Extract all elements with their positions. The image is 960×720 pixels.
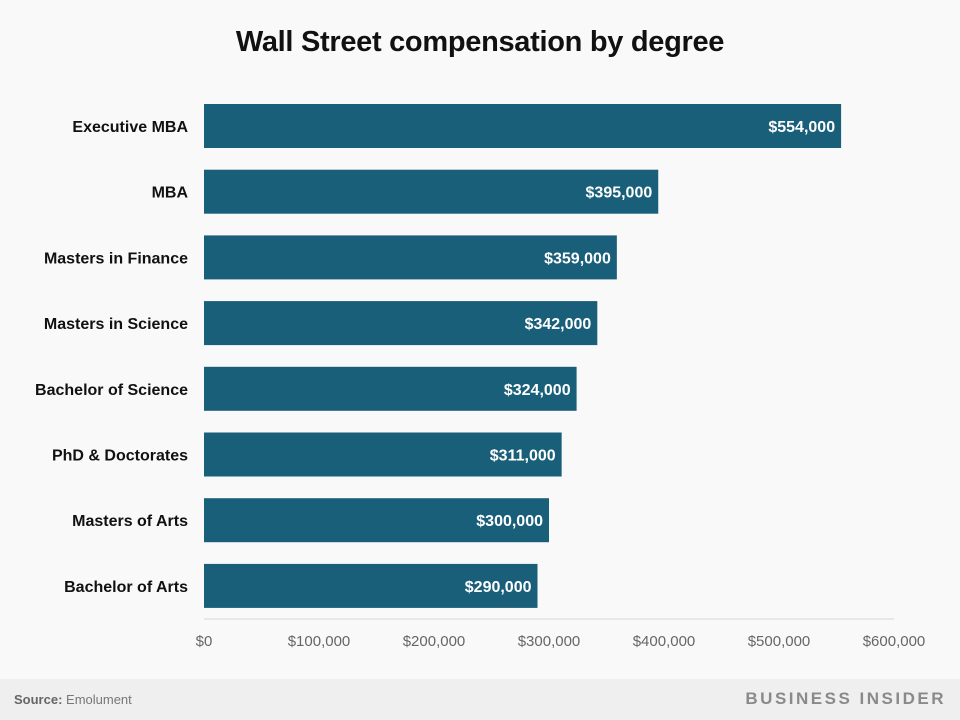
data-label: $324,000 — [504, 382, 571, 399]
data-label: $359,000 — [544, 250, 611, 267]
x-tick-label: $100,000 — [288, 633, 351, 650]
category-label: Masters of Arts — [72, 513, 188, 530]
x-tick-label: $400,000 — [633, 633, 696, 650]
bar — [204, 235, 617, 280]
chart-title: Wall Street compensation by degree — [235, 26, 725, 58]
brand-logo: BUSINESS INSIDER — [745, 689, 946, 708]
data-label: $300,000 — [476, 513, 543, 530]
source-note: Source: Emolument — [14, 692, 132, 707]
x-tick-label: $300,000 — [518, 633, 581, 650]
bar — [204, 432, 562, 477]
data-label: $311,000 — [490, 448, 556, 465]
bar — [204, 104, 842, 148]
data-label: $554,000 — [768, 119, 835, 136]
bar — [204, 301, 598, 346]
source-label: Source: — [14, 692, 63, 707]
x-tick-label: $0 — [196, 633, 213, 650]
data-label: $395,000 — [586, 185, 653, 202]
x-tick-label: $500,000 — [748, 633, 811, 650]
bar — [204, 498, 549, 543]
bar-chart: Executive MBA $554,000 MBA $395,000 Masters … — [35, 104, 926, 650]
category-label: PhD & Doctorates — [52, 448, 188, 465]
category-label: MBA — [152, 185, 189, 202]
data-label: $342,000 — [525, 316, 592, 333]
category-label: Executive MBA — [72, 119, 188, 136]
category-label: Masters in Finance — [44, 250, 188, 267]
bar — [204, 169, 659, 214]
bar — [204, 563, 538, 608]
category-label: Masters in Science — [44, 316, 188, 333]
category-label: Bachelor of Arts — [64, 579, 188, 596]
data-label: $290,000 — [465, 579, 532, 596]
source-value: Emolument — [62, 692, 132, 707]
x-tick-label: $200,000 — [403, 633, 466, 650]
bar — [204, 366, 577, 411]
x-tick-label: $600,000 — [863, 633, 926, 650]
footer: Source: Emolument BUSINESS INSIDER — [0, 679, 960, 720]
category-label: Bachelor of Science — [35, 382, 188, 399]
